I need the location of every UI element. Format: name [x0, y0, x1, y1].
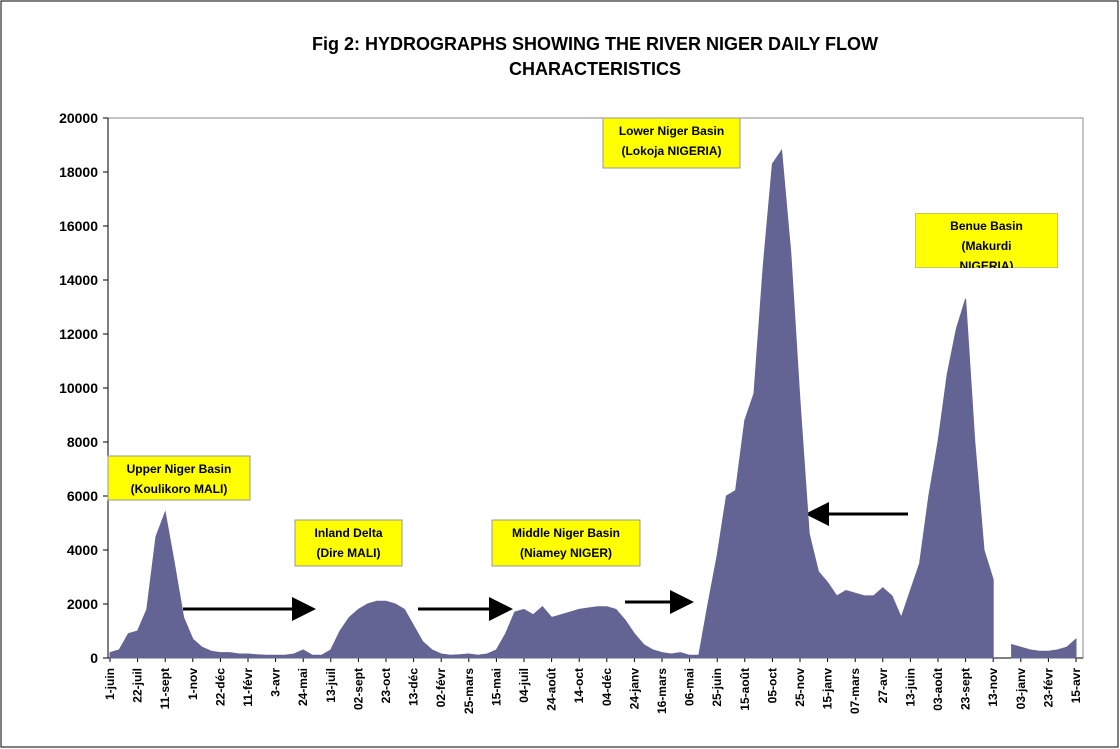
annotation-box — [491, 519, 641, 567]
x-tick-label: 24-août — [545, 668, 559, 711]
x-tick-label: 13-déc — [407, 668, 421, 706]
flow-area — [109, 148, 1077, 659]
x-tick-label: 11-févr — [241, 668, 255, 707]
x-tick-label: 15-mai — [489, 668, 503, 706]
x-tick-label: 24-janv — [627, 668, 641, 710]
x-tick-label: 1-nov — [186, 668, 200, 700]
x-tick-label: 14-oct — [572, 668, 586, 703]
x-tick-label: 27-avr — [876, 668, 890, 704]
y-tick-label: 0 — [90, 650, 98, 666]
x-tick-label: 15-janv — [821, 668, 835, 710]
x-tick-label: 23-févr — [1041, 668, 1055, 708]
x-tick-label: 25-mars — [462, 668, 476, 714]
x-tick-label: 13-nov — [986, 668, 1000, 707]
y-tick-label: 12000 — [59, 326, 98, 342]
annotation-text: (Lokoja NIGERIA) — [621, 144, 721, 158]
x-tick-label: 1-juin — [103, 668, 117, 700]
chart-title: CHARACTERISTICS — [509, 59, 681, 79]
y-tick-label: 16000 — [59, 218, 98, 234]
x-tick-label: 13-juin — [903, 668, 917, 707]
x-tick-label: 02-févr — [434, 668, 448, 708]
x-tick-label: 22-juil — [131, 668, 145, 703]
annotation-text: (Dire MALI) — [317, 546, 381, 560]
annotation: Benue Basin (Makurdi NIGERIA) — [915, 213, 1058, 273]
annotation-text: Upper Niger Basin — [127, 462, 232, 476]
x-tick-label: 25-juin — [710, 668, 724, 707]
annotation-text: Benue Basin — [950, 219, 1023, 233]
annotation-box — [107, 455, 251, 501]
x-tick-label: 22-déc — [213, 668, 227, 706]
annotation-text: Lower Niger Basin — [619, 124, 724, 138]
annotation-text: (Makurdi — [961, 239, 1011, 253]
y-tick-label: 14000 — [59, 272, 98, 288]
annotation-text: Inland Delta — [314, 526, 382, 540]
annotation-box — [294, 519, 403, 567]
annotation: Upper Niger Basin (Koulikoro MALI) — [107, 455, 251, 501]
x-tick-label: 3-avr — [269, 668, 283, 697]
x-tick-label: 23-sept — [959, 668, 973, 710]
chart-title: Fig 2: HYDROGRAPHS SHOWING THE RIVER NIG… — [312, 34, 878, 54]
y-tick-label: 6000 — [67, 488, 98, 504]
x-tick-label: 11-sept — [158, 668, 172, 709]
x-tick-label: 15-août — [738, 668, 752, 711]
annotation-box — [915, 213, 1058, 268]
annotation: Lower Niger Basin (Lokoja NIGERIA) — [602, 117, 741, 169]
x-tick-label: 05-oct — [765, 668, 779, 703]
y-tick-label: 20000 — [59, 110, 98, 126]
y-tick-label: 10000 — [59, 380, 98, 396]
x-tick-label: 23-oct — [379, 668, 393, 703]
annotation-text: (Niamey NIGER) — [520, 546, 612, 560]
y-tick-label: 4000 — [67, 542, 98, 558]
x-tick-label: 04-déc — [600, 668, 614, 706]
x-tick-label: 02-sept — [351, 668, 365, 710]
annotation-text: (Koulikoro MALI) — [131, 482, 228, 496]
y-tick-label: 18000 — [59, 164, 98, 180]
x-tick-label: 07-mars — [848, 668, 862, 714]
x-tick-label: 04-juil — [517, 668, 531, 703]
x-tick-label: 03-janv — [1014, 668, 1028, 710]
annotation: Middle Niger Basin (Niamey NIGER) — [491, 519, 641, 567]
x-tick-label: 16-mars — [655, 668, 669, 714]
annotation-text: Middle Niger Basin — [512, 526, 620, 540]
y-tick-label: 8000 — [67, 434, 98, 450]
annotation-text: NIGERIA) — [960, 259, 1014, 273]
x-tick-label: 06-mai — [683, 668, 697, 706]
x-tick-label: 24-mai — [296, 668, 310, 706]
x-tick-label: 25-nov — [793, 668, 807, 707]
arrows — [183, 502, 908, 621]
annotation: Inland Delta (Dire MALI) — [294, 519, 403, 567]
x-tick-label: 03-août — [931, 668, 945, 711]
x-tick-label: 13-juil — [324, 668, 338, 703]
y-tick-label: 2000 — [67, 596, 98, 612]
annotation-box — [602, 117, 741, 169]
x-tick-label: 15-avr — [1069, 668, 1083, 704]
